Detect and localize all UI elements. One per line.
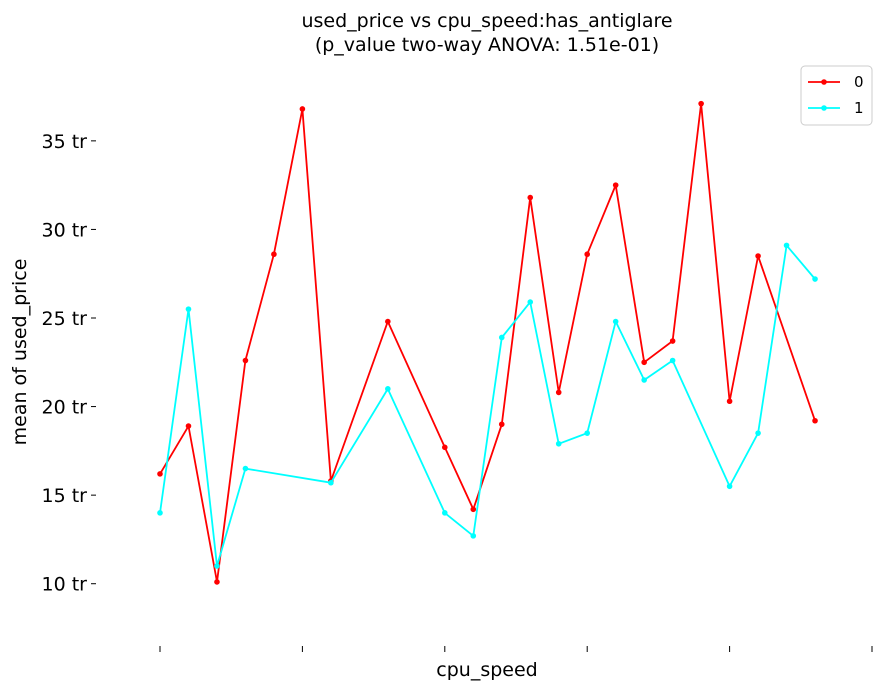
data-point — [185, 306, 192, 312]
data-point — [328, 479, 334, 486]
data-point — [470, 533, 477, 539]
data-point — [584, 251, 590, 258]
data-point — [584, 430, 590, 436]
legend-frame — [800, 65, 873, 126]
y-axis-label: mean of used_price — [9, 259, 31, 446]
series-0 — [157, 100, 818, 585]
series-line-1 — [159, 244, 816, 567]
data-point — [385, 318, 391, 325]
data-point — [726, 398, 733, 405]
legend-item-1[interactable]: 1 — [808, 99, 864, 117]
series-layer — [157, 100, 818, 585]
data-point — [726, 483, 733, 490]
data-point — [385, 386, 391, 392]
y-tick-label: 30 tr — [42, 219, 88, 241]
y-tick-label: 25 tr — [42, 308, 88, 330]
data-point — [669, 357, 676, 364]
data-point — [555, 389, 562, 396]
data-point — [755, 253, 761, 259]
legend-swatch-marker — [821, 79, 827, 85]
data-point — [214, 563, 220, 569]
y-axis: 10 tr 15 tr 20 tr 25 tr 30 tr 35 tr — [42, 131, 96, 596]
data-point — [185, 423, 192, 429]
y-tick-label: 20 tr — [42, 397, 88, 419]
data-point — [157, 471, 163, 477]
data-point — [812, 417, 818, 424]
data-point — [271, 251, 277, 258]
data-point — [470, 506, 477, 513]
data-point — [242, 357, 249, 364]
data-point — [812, 276, 818, 282]
series-line-0 — [159, 102, 816, 583]
y-tick-label: 10 tr — [42, 574, 88, 596]
data-point — [612, 182, 619, 188]
data-point — [641, 377, 647, 383]
data-point — [755, 430, 761, 436]
data-point — [555, 440, 562, 447]
data-point — [299, 106, 306, 112]
data-point — [498, 421, 505, 428]
y-tick-label: 35 tr — [42, 131, 88, 153]
legend-swatch-marker — [821, 105, 827, 111]
data-point — [498, 334, 505, 341]
data-point — [783, 242, 790, 249]
legend-item-0[interactable]: 0 — [808, 73, 864, 91]
legend[interactable]: 01 — [800, 65, 873, 126]
chart-subtitle: (p_value two-way ANOVA: 1.51e-01) — [315, 34, 659, 56]
data-point — [214, 579, 220, 585]
data-point — [698, 100, 704, 107]
data-point — [527, 299, 534, 305]
data-point — [669, 338, 676, 344]
data-point — [527, 194, 534, 201]
data-point — [242, 465, 249, 472]
x-axis-label: cpu_speed — [436, 659, 537, 681]
legend-label: 0 — [854, 73, 864, 91]
data-point — [442, 444, 448, 451]
data-point — [612, 318, 619, 325]
legend-label: 1 — [854, 99, 864, 117]
x-axis — [159, 646, 873, 652]
y-tick-label: 15 tr — [42, 485, 88, 507]
series-1 — [157, 242, 818, 569]
chart-title: used_price vs cpu_speed:has_antiglare — [301, 10, 672, 32]
data-point — [157, 510, 163, 516]
data-point — [641, 359, 647, 366]
data-point — [442, 510, 448, 516]
